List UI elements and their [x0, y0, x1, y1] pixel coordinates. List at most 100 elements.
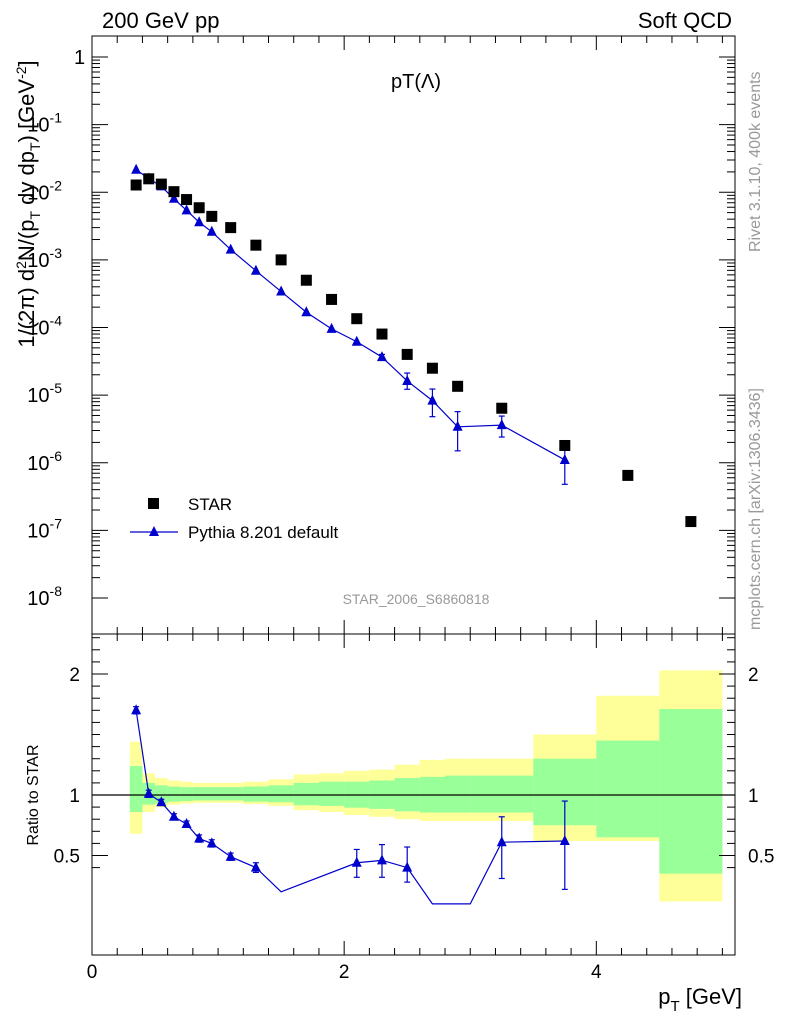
star-point — [168, 186, 180, 198]
star-point — [559, 439, 571, 451]
main-y-tick-label: 10-5 — [27, 380, 62, 407]
star-point — [143, 173, 155, 185]
ratio-point — [131, 704, 142, 715]
ratio-green-band-segment — [243, 786, 269, 802]
main-plot-ticks: 10-8 10-7 10-6 10-5 10-4 10-3 10-2 10-1 1 — [27, 36, 735, 634]
ratio-green-band-segment — [192, 787, 206, 801]
legend: STAR Pythia 8.201 default — [130, 495, 339, 542]
pythia-point — [452, 420, 463, 431]
main-y-tick-label: 10-1 — [27, 110, 62, 137]
star-point — [426, 362, 438, 374]
legend-star-marker — [148, 498, 159, 509]
ratio-green-band-segment — [596, 740, 660, 838]
star-point — [206, 210, 218, 222]
pythia-point — [181, 204, 192, 215]
star-point — [452, 380, 464, 392]
ratio-green-band-segment — [129, 765, 143, 812]
star-point — [376, 328, 388, 340]
star-point — [401, 348, 413, 360]
main-y-axis-label: 1/(2π) d2N/(pT dy dpT) [GeV-2] — [13, 60, 43, 347]
star-point — [275, 254, 287, 266]
pythia-point — [559, 453, 570, 464]
star-point — [326, 293, 338, 305]
star-point — [225, 222, 237, 234]
ratio-point — [559, 834, 570, 845]
ratio-x-tick-label: 4 — [591, 962, 602, 983]
ratio-point — [376, 854, 387, 865]
ratio-y-tick-label-right: 0.5 — [748, 847, 774, 868]
ratio-green-band-segment — [205, 787, 219, 801]
star-point — [685, 516, 697, 528]
ratio-y-tick-label: 1 — [69, 786, 80, 807]
star-point — [181, 194, 193, 206]
ratio-point — [168, 810, 179, 821]
side-label-mcplots: mcplots.cern.ch [arXiv:1306.3436] — [747, 388, 764, 630]
ratio-plot-ticks: 0.5 0.5 1 1 2 2 0 2 4 — [54, 634, 774, 983]
ratio-x-tick-label: 2 — [339, 962, 350, 983]
star-point — [496, 402, 508, 414]
ratio-y-axis-label: Ratio to STAR — [25, 744, 42, 845]
ratio-green-band-segment — [470, 775, 534, 813]
main-y-tick-label: 10-8 — [27, 583, 62, 610]
ratio-point — [351, 856, 362, 867]
ratio-green-band-segment — [268, 785, 294, 803]
ratio-green-band-segment — [167, 786, 181, 802]
pythia-point — [402, 374, 413, 385]
ratio-point — [156, 796, 167, 807]
pythia-point — [376, 351, 387, 362]
pythia-point — [276, 285, 287, 296]
main-y-tick-label: 10-7 — [27, 515, 62, 542]
ratio-green-band-segment — [659, 709, 723, 874]
analysis-label: STAR_2006_S6860818 — [343, 591, 490, 607]
main-plot-marks — [130, 163, 697, 528]
header-right-label: Soft QCD — [638, 8, 732, 33]
star-point — [300, 274, 312, 286]
main-y-tick-label: 10-2 — [27, 177, 62, 204]
main-y-tick-label: 10-6 — [27, 448, 62, 475]
ratio-x-axis-label: pT [GeV] — [658, 984, 742, 1015]
ratio-green-band-segment — [180, 787, 193, 802]
legend-star-label: STAR — [188, 495, 232, 514]
ratio-point — [143, 787, 154, 798]
ratio-point — [206, 837, 217, 848]
main-plot-title: pT(Λ) — [391, 71, 441, 93]
pythia-point — [427, 394, 438, 405]
ratio-point — [250, 861, 261, 872]
pythia-point — [225, 243, 236, 254]
ratio-point — [194, 832, 205, 843]
ratio-green-band-segment — [318, 781, 345, 806]
star-point — [250, 239, 262, 251]
star-point — [130, 179, 142, 191]
pythia-point — [206, 225, 217, 236]
legend-pythia-marker — [149, 526, 159, 536]
ratio-green-band-segment — [445, 775, 471, 813]
ratio-point — [402, 861, 413, 872]
main-plot-panel: 10-810-710-610-510-410-310-210-11 pT(Λ) … — [13, 35, 736, 635]
star-point — [351, 313, 363, 325]
ratio-green-band-segment — [155, 785, 168, 804]
side-label-rivet: Rivet 3.1.10, 400k events — [747, 71, 764, 252]
pythia-point — [326, 322, 337, 333]
ratio-plot-panel: 0.5 0.5 1 1 2 2 0 2 4 Ratio to STAR pT [GeV] — [25, 633, 774, 1015]
ratio-x-tick-label: 0 — [87, 962, 98, 983]
ratio-point — [225, 850, 236, 861]
star-point — [155, 178, 167, 190]
ratio-plot-marks — [92, 704, 735, 905]
pythia-point — [250, 264, 261, 275]
ratio-green-band-segment — [293, 782, 319, 806]
main-y-tick-label: 1 — [74, 47, 85, 69]
pythia-point — [301, 306, 312, 317]
main-y-tick-label: 10-4 — [27, 313, 62, 340]
pythia-point — [194, 216, 205, 227]
ratio-y-tick-label: 2 — [69, 665, 80, 686]
legend-pythia-label: Pythia 8.201 default — [188, 523, 339, 542]
pythia-point — [351, 335, 362, 346]
ratio-green-band-segment — [218, 787, 244, 801]
ratio-uncertainty-bands — [129, 670, 723, 902]
pythia-point — [496, 419, 507, 430]
main-plot-frame — [91, 35, 736, 635]
ratio-y-tick-label-right: 2 — [748, 665, 759, 686]
main-y-tick-label: 10-3 — [27, 245, 62, 272]
ratio-point — [496, 836, 507, 847]
